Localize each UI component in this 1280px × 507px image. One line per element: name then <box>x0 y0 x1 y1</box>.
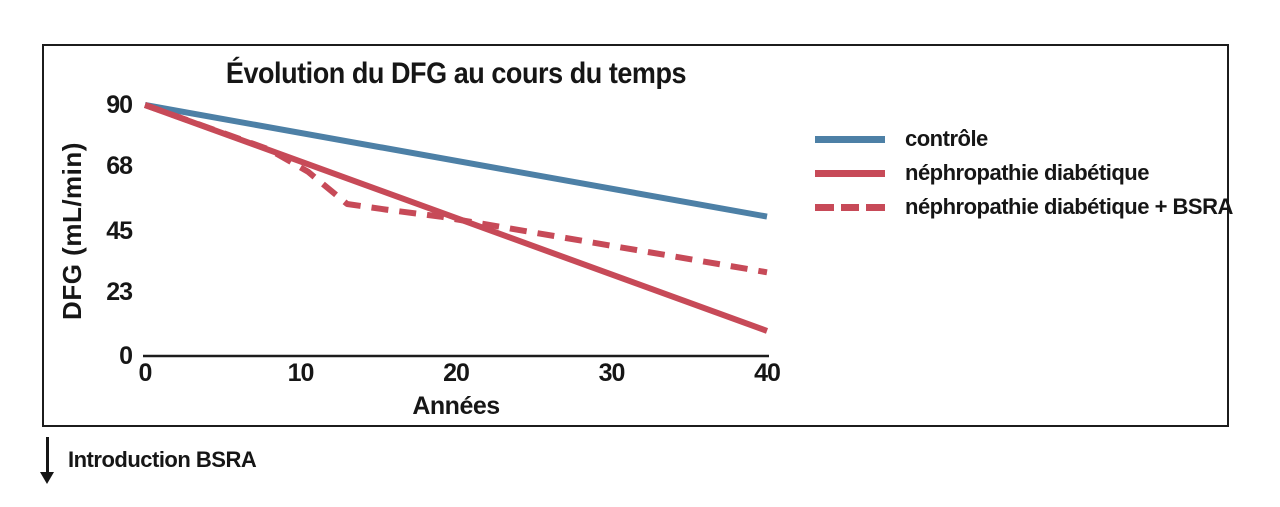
series-line-2 <box>143 102 768 276</box>
x-axis-label: Années <box>412 392 500 420</box>
y-tick-label: 0 <box>119 342 133 370</box>
legend-item-0: contrôle <box>815 125 1233 153</box>
y-tick-label: 23 <box>106 277 133 306</box>
legend-dash-segment <box>866 203 886 211</box>
chart-legend: contrôle néphropathie diabétique néphropat… <box>815 125 1233 221</box>
x-tick-label: 20 <box>443 359 470 387</box>
legend-item-2: néphropathie diabétique + BSRA <box>815 193 1233 221</box>
x-tick-label: 10 <box>287 359 315 387</box>
legend-label: néphropathie diabétique + BSRA <box>905 194 1233 219</box>
y-tick-label: 90 <box>106 91 133 119</box>
legend-dash-segment <box>815 203 834 211</box>
x-tick-label: 0 <box>138 359 153 387</box>
introduction-bsra-annotation: Introduction BSRA <box>68 447 257 472</box>
x-tick-label: 30 <box>598 359 626 387</box>
legend-swatch-dashed <box>815 203 886 211</box>
chart-title: Évolution du DFG au cours du temps <box>225 57 687 90</box>
legend-dash-segment <box>840 203 860 211</box>
legend-swatch-solid <box>815 169 885 177</box>
x-tick-label: 40 <box>754 359 781 387</box>
plot-area <box>143 102 769 358</box>
y-tick-label: 68 <box>106 152 133 181</box>
legend-item-1: néphropathie diabétique <box>815 159 1233 187</box>
legend-label: néphropathie diabétique <box>905 160 1149 185</box>
series-line-0 <box>144 102 768 220</box>
legend-swatch-solid <box>815 135 885 143</box>
down-arrow-icon <box>46 437 49 474</box>
y-tick-label: 45 <box>106 216 133 245</box>
legend-label: contrôle <box>905 126 988 151</box>
chart-frame: Évolution du DFG au cours du temps DFG (… <box>42 44 1233 427</box>
down-arrow-icon-head <box>40 472 54 484</box>
